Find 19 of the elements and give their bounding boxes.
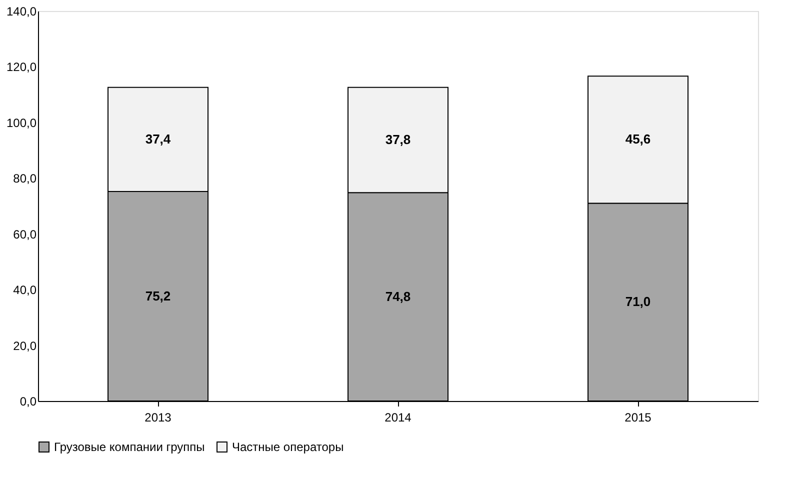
data-label: 37,4 [145,131,172,146]
y-tick-label: 100,0 [6,116,37,130]
y-tick-label: 0,0 [20,394,37,408]
data-label: 74,8 [385,288,411,304]
y-tick-label: 20,0 [13,338,37,353]
x-tick-label: 2015 [624,410,652,424]
legend-label: Грузовые компании группы [54,440,205,454]
y-tick-label: 120,0 [6,60,37,74]
x-tick-label: 2014 [384,410,412,424]
x-tick-label: 2013 [144,410,172,424]
y-tick-label: 40,0 [13,283,37,298]
y-tick-label: 60,0 [13,227,37,242]
data-label: 75,2 [145,288,171,304]
data-label: 45,6 [625,132,651,147]
data-label: 71,0 [625,294,651,310]
y-tick-label: 140,0 [6,4,37,18]
data-label: 37,8 [385,132,411,147]
legend-label: Частные операторы [232,440,344,454]
y-tick-label: 80,0 [13,172,37,186]
